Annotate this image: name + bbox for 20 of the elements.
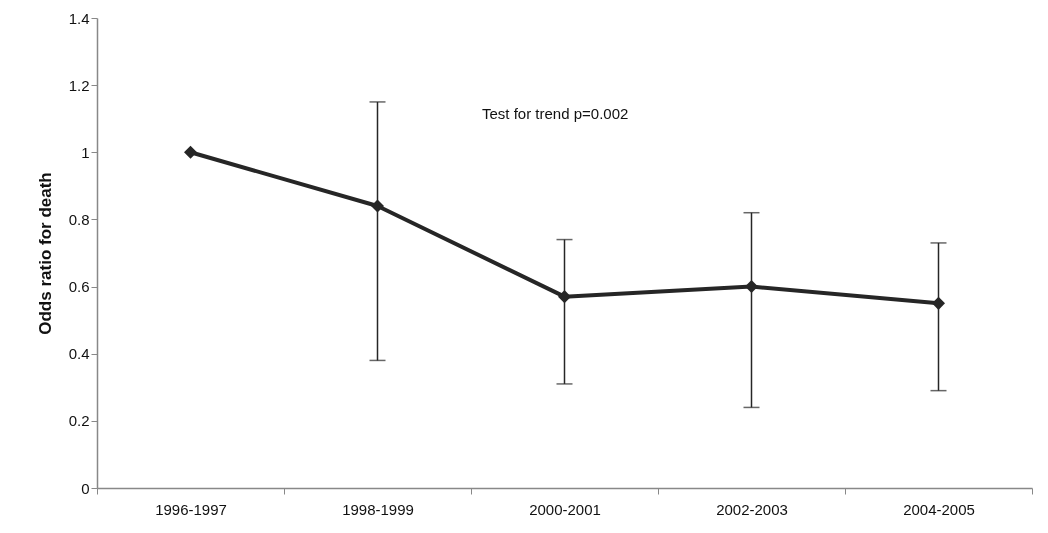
x-tick-label: 1998-1999 [342, 500, 414, 518]
y-tick-label: 0.4 [68, 345, 90, 363]
y-tick-label: 0.2 [68, 412, 90, 430]
x-tick-label: 1996-1997 [155, 500, 227, 518]
point [557, 290, 572, 304]
point [744, 280, 759, 294]
y-tick-label: 0 [81, 479, 90, 497]
x-tick-label: 2002-2003 [716, 500, 788, 518]
y-tick-label: 1 [81, 143, 90, 161]
point [370, 199, 385, 213]
point [183, 145, 198, 159]
y-tick-label: 1.2 [68, 76, 90, 94]
y-tick-label: 0.8 [68, 210, 90, 228]
x-tick-label: 2004-2005 [903, 500, 975, 518]
y-tick-label: 0.6 [68, 278, 90, 296]
y-axis-title: Odds ratio for death [35, 172, 55, 335]
annotation: Test for trend p=0.002 [482, 105, 629, 122]
x-tick-label: 2000-2001 [529, 500, 601, 518]
y-tick-label: 1.4 [68, 9, 90, 27]
point [931, 296, 946, 310]
